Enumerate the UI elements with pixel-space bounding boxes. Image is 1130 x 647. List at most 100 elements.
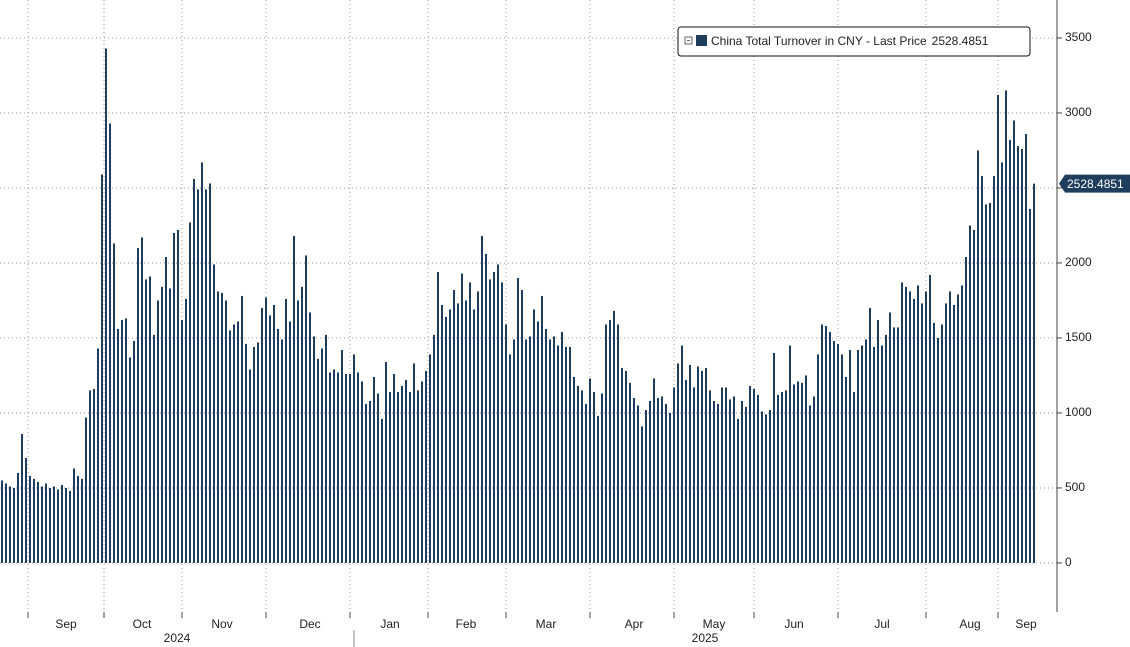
bar bbox=[649, 400, 651, 563]
bar bbox=[25, 457, 27, 563]
bar bbox=[485, 253, 487, 563]
legend-label: China Total Turnover in CNY - Last Price bbox=[711, 34, 927, 48]
bar bbox=[793, 384, 795, 563]
bar bbox=[161, 286, 163, 563]
bar bbox=[617, 324, 619, 563]
bar bbox=[353, 354, 355, 563]
bar bbox=[965, 256, 967, 563]
bar bbox=[901, 282, 903, 563]
bar bbox=[797, 381, 799, 563]
bar bbox=[861, 345, 863, 563]
bar bbox=[149, 276, 151, 563]
bar bbox=[501, 282, 503, 563]
bar bbox=[973, 229, 975, 563]
y-tick-label: 500 bbox=[1065, 480, 1085, 494]
bar bbox=[981, 175, 983, 563]
bar bbox=[449, 309, 451, 563]
bar bbox=[817, 354, 819, 563]
bar bbox=[689, 364, 691, 563]
bar bbox=[329, 372, 331, 563]
bar bbox=[609, 319, 611, 563]
bar bbox=[473, 309, 475, 563]
y-tick-label: 1500 bbox=[1065, 330, 1092, 344]
bar bbox=[829, 331, 831, 563]
bar bbox=[205, 189, 207, 563]
x-tick-label: Mar bbox=[536, 617, 557, 631]
bar bbox=[937, 337, 939, 563]
bar bbox=[497, 264, 499, 563]
bar bbox=[821, 324, 823, 563]
bar bbox=[417, 390, 419, 563]
bar bbox=[97, 348, 99, 563]
bar bbox=[361, 381, 363, 563]
bar bbox=[741, 400, 743, 563]
bar bbox=[705, 367, 707, 563]
bar bbox=[629, 382, 631, 563]
bar bbox=[573, 376, 575, 563]
bar bbox=[385, 361, 387, 563]
bar bbox=[381, 418, 383, 563]
x-tick-label: Oct bbox=[133, 617, 152, 631]
bar bbox=[165, 256, 167, 563]
bar bbox=[293, 235, 295, 563]
bar bbox=[809, 405, 811, 563]
bar bbox=[857, 349, 859, 563]
bar bbox=[445, 316, 447, 563]
bar bbox=[265, 297, 267, 563]
y-tick-label: 1000 bbox=[1065, 405, 1092, 419]
bar bbox=[565, 346, 567, 563]
bar bbox=[553, 336, 555, 563]
bar bbox=[953, 304, 955, 563]
bar bbox=[725, 387, 727, 563]
bar bbox=[541, 295, 543, 563]
bar bbox=[929, 274, 931, 563]
bar bbox=[997, 94, 999, 563]
bar bbox=[425, 370, 427, 563]
bar bbox=[805, 375, 807, 563]
bar bbox=[881, 345, 883, 563]
x-tick-label: May bbox=[703, 617, 726, 631]
bar bbox=[461, 273, 463, 563]
bar bbox=[661, 396, 663, 563]
bar bbox=[85, 417, 87, 563]
bar bbox=[129, 357, 131, 563]
bar bbox=[593, 391, 595, 563]
bar bbox=[93, 388, 95, 563]
bar bbox=[53, 486, 55, 563]
bar bbox=[433, 334, 435, 563]
bar bbox=[865, 339, 867, 563]
x-tick-label: Dec bbox=[299, 617, 320, 631]
bar bbox=[913, 298, 915, 563]
bar bbox=[333, 369, 335, 563]
bar bbox=[253, 346, 255, 563]
bar bbox=[949, 291, 951, 563]
bar bbox=[517, 277, 519, 563]
bar bbox=[297, 300, 299, 563]
bar bbox=[345, 373, 347, 563]
bar bbox=[625, 370, 627, 563]
bar bbox=[109, 123, 111, 563]
bar bbox=[89, 390, 91, 563]
bar bbox=[401, 385, 403, 563]
bar bbox=[269, 315, 271, 563]
x-tick-label: Aug bbox=[959, 617, 980, 631]
bar bbox=[233, 324, 235, 563]
bar bbox=[197, 189, 199, 563]
bar bbox=[225, 300, 227, 563]
bar bbox=[61, 484, 63, 563]
bar bbox=[645, 409, 647, 563]
bar bbox=[21, 433, 23, 563]
bar bbox=[477, 291, 479, 563]
bar bbox=[277, 328, 279, 563]
bar bbox=[281, 339, 283, 563]
bar bbox=[781, 391, 783, 563]
bar bbox=[325, 334, 327, 563]
bar bbox=[457, 303, 459, 563]
bar bbox=[757, 394, 759, 563]
bar bbox=[509, 354, 511, 563]
bar bbox=[581, 390, 583, 563]
bar bbox=[17, 472, 19, 563]
bar bbox=[745, 406, 747, 563]
x-tick-label: Feb bbox=[456, 617, 477, 631]
